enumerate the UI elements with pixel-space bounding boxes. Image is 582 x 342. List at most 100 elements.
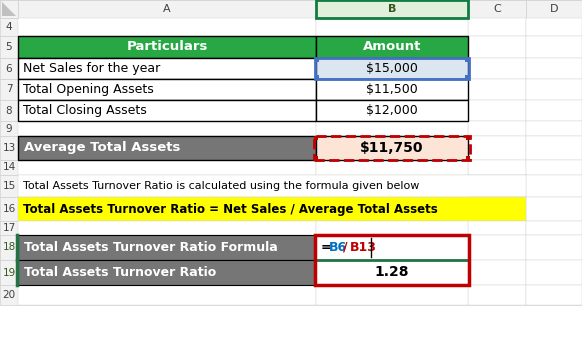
Bar: [316, 136, 468, 160]
Text: $11,750: $11,750: [360, 141, 424, 155]
Bar: [526, 58, 582, 79]
Text: D: D: [550, 4, 558, 14]
Bar: [526, 79, 582, 100]
Bar: [316, 260, 468, 285]
Bar: [468, 260, 526, 285]
Bar: [18, 197, 526, 221]
Text: 16: 16: [2, 204, 16, 214]
Bar: [0, 58, 18, 79]
Bar: [316, 235, 468, 260]
Bar: [18, 36, 316, 58]
Bar: [315, 58, 319, 62]
Bar: [468, 18, 526, 36]
Bar: [18, 0, 316, 18]
Bar: [18, 58, 316, 79]
Bar: [316, 221, 468, 235]
Bar: [314, 136, 470, 160]
Bar: [18, 100, 316, 121]
Text: Amount: Amount: [363, 40, 421, 53]
Bar: [468, 0, 526, 18]
Bar: [315, 58, 469, 79]
Bar: [0, 235, 18, 260]
Bar: [468, 285, 526, 305]
Bar: [316, 160, 468, 175]
Bar: [0, 18, 18, 36]
Text: B: B: [388, 4, 396, 14]
Text: $11,500: $11,500: [366, 83, 418, 96]
Text: Total Assets Turnover Ratio: Total Assets Turnover Ratio: [24, 266, 217, 279]
Bar: [468, 121, 526, 136]
Bar: [18, 285, 316, 305]
Text: Total Opening Assets: Total Opening Assets: [23, 83, 154, 96]
Bar: [0, 260, 18, 285]
Bar: [316, 36, 468, 58]
Bar: [0, 197, 18, 221]
Text: 17: 17: [2, 223, 16, 233]
Text: 9: 9: [6, 123, 12, 133]
Bar: [0, 175, 18, 197]
Text: 20: 20: [2, 290, 16, 300]
Bar: [0, 235, 18, 260]
Text: Total Closing Assets: Total Closing Assets: [23, 104, 147, 117]
Bar: [18, 79, 316, 100]
Bar: [18, 260, 316, 285]
Text: 14: 14: [2, 162, 16, 172]
Bar: [314, 156, 318, 160]
Text: =: =: [321, 241, 332, 254]
Polygon shape: [2, 2, 16, 16]
Text: 15: 15: [2, 181, 16, 191]
Bar: [468, 197, 526, 221]
Bar: [466, 156, 470, 160]
Bar: [468, 221, 526, 235]
Bar: [0, 79, 18, 100]
Bar: [18, 235, 316, 260]
Text: B13: B13: [350, 241, 377, 254]
Bar: [468, 79, 526, 100]
Bar: [526, 160, 582, 175]
Text: A: A: [163, 4, 171, 14]
Text: 8: 8: [6, 105, 12, 116]
Bar: [18, 221, 316, 235]
Text: $15,000: $15,000: [366, 62, 418, 75]
Text: 19: 19: [2, 267, 16, 277]
Text: $12,000: $12,000: [366, 104, 418, 117]
Text: 4: 4: [6, 22, 12, 32]
Text: 13: 13: [2, 143, 16, 153]
Text: Total Assets Turnover Ratio is calculated using the formula given below: Total Assets Turnover Ratio is calculate…: [23, 181, 420, 191]
Bar: [0, 100, 18, 121]
Bar: [526, 36, 582, 58]
Bar: [465, 58, 469, 62]
Bar: [526, 121, 582, 136]
Bar: [468, 58, 526, 79]
Bar: [526, 235, 582, 260]
Bar: [465, 75, 469, 79]
Bar: [0, 0, 582, 18]
Bar: [526, 136, 582, 160]
Text: Total Assets Turnover Ratio = Net Sales / Average Total Assets: Total Assets Turnover Ratio = Net Sales …: [23, 202, 438, 215]
Bar: [316, 18, 468, 36]
Bar: [526, 221, 582, 235]
Text: Total Assets Turnover Ratio Formula: Total Assets Turnover Ratio Formula: [24, 241, 278, 254]
Bar: [0, 136, 18, 160]
Bar: [526, 18, 582, 36]
Bar: [316, 58, 468, 79]
Bar: [468, 36, 526, 58]
Bar: [18, 18, 316, 36]
Text: 18: 18: [2, 242, 16, 252]
Bar: [316, 121, 468, 136]
Bar: [0, 285, 18, 305]
Bar: [316, 285, 468, 305]
Text: Net Sales for the year: Net Sales for the year: [23, 62, 160, 75]
Bar: [526, 175, 582, 197]
Bar: [18, 121, 316, 136]
Bar: [316, 100, 468, 121]
Bar: [0, 0, 18, 18]
Bar: [0, 36, 18, 58]
Bar: [0, 221, 18, 235]
Text: Average Total Assets: Average Total Assets: [24, 142, 180, 155]
Text: /: /: [343, 241, 347, 254]
Text: 6: 6: [6, 64, 12, 74]
Bar: [18, 160, 316, 175]
Bar: [0, 121, 18, 136]
Bar: [468, 136, 526, 160]
